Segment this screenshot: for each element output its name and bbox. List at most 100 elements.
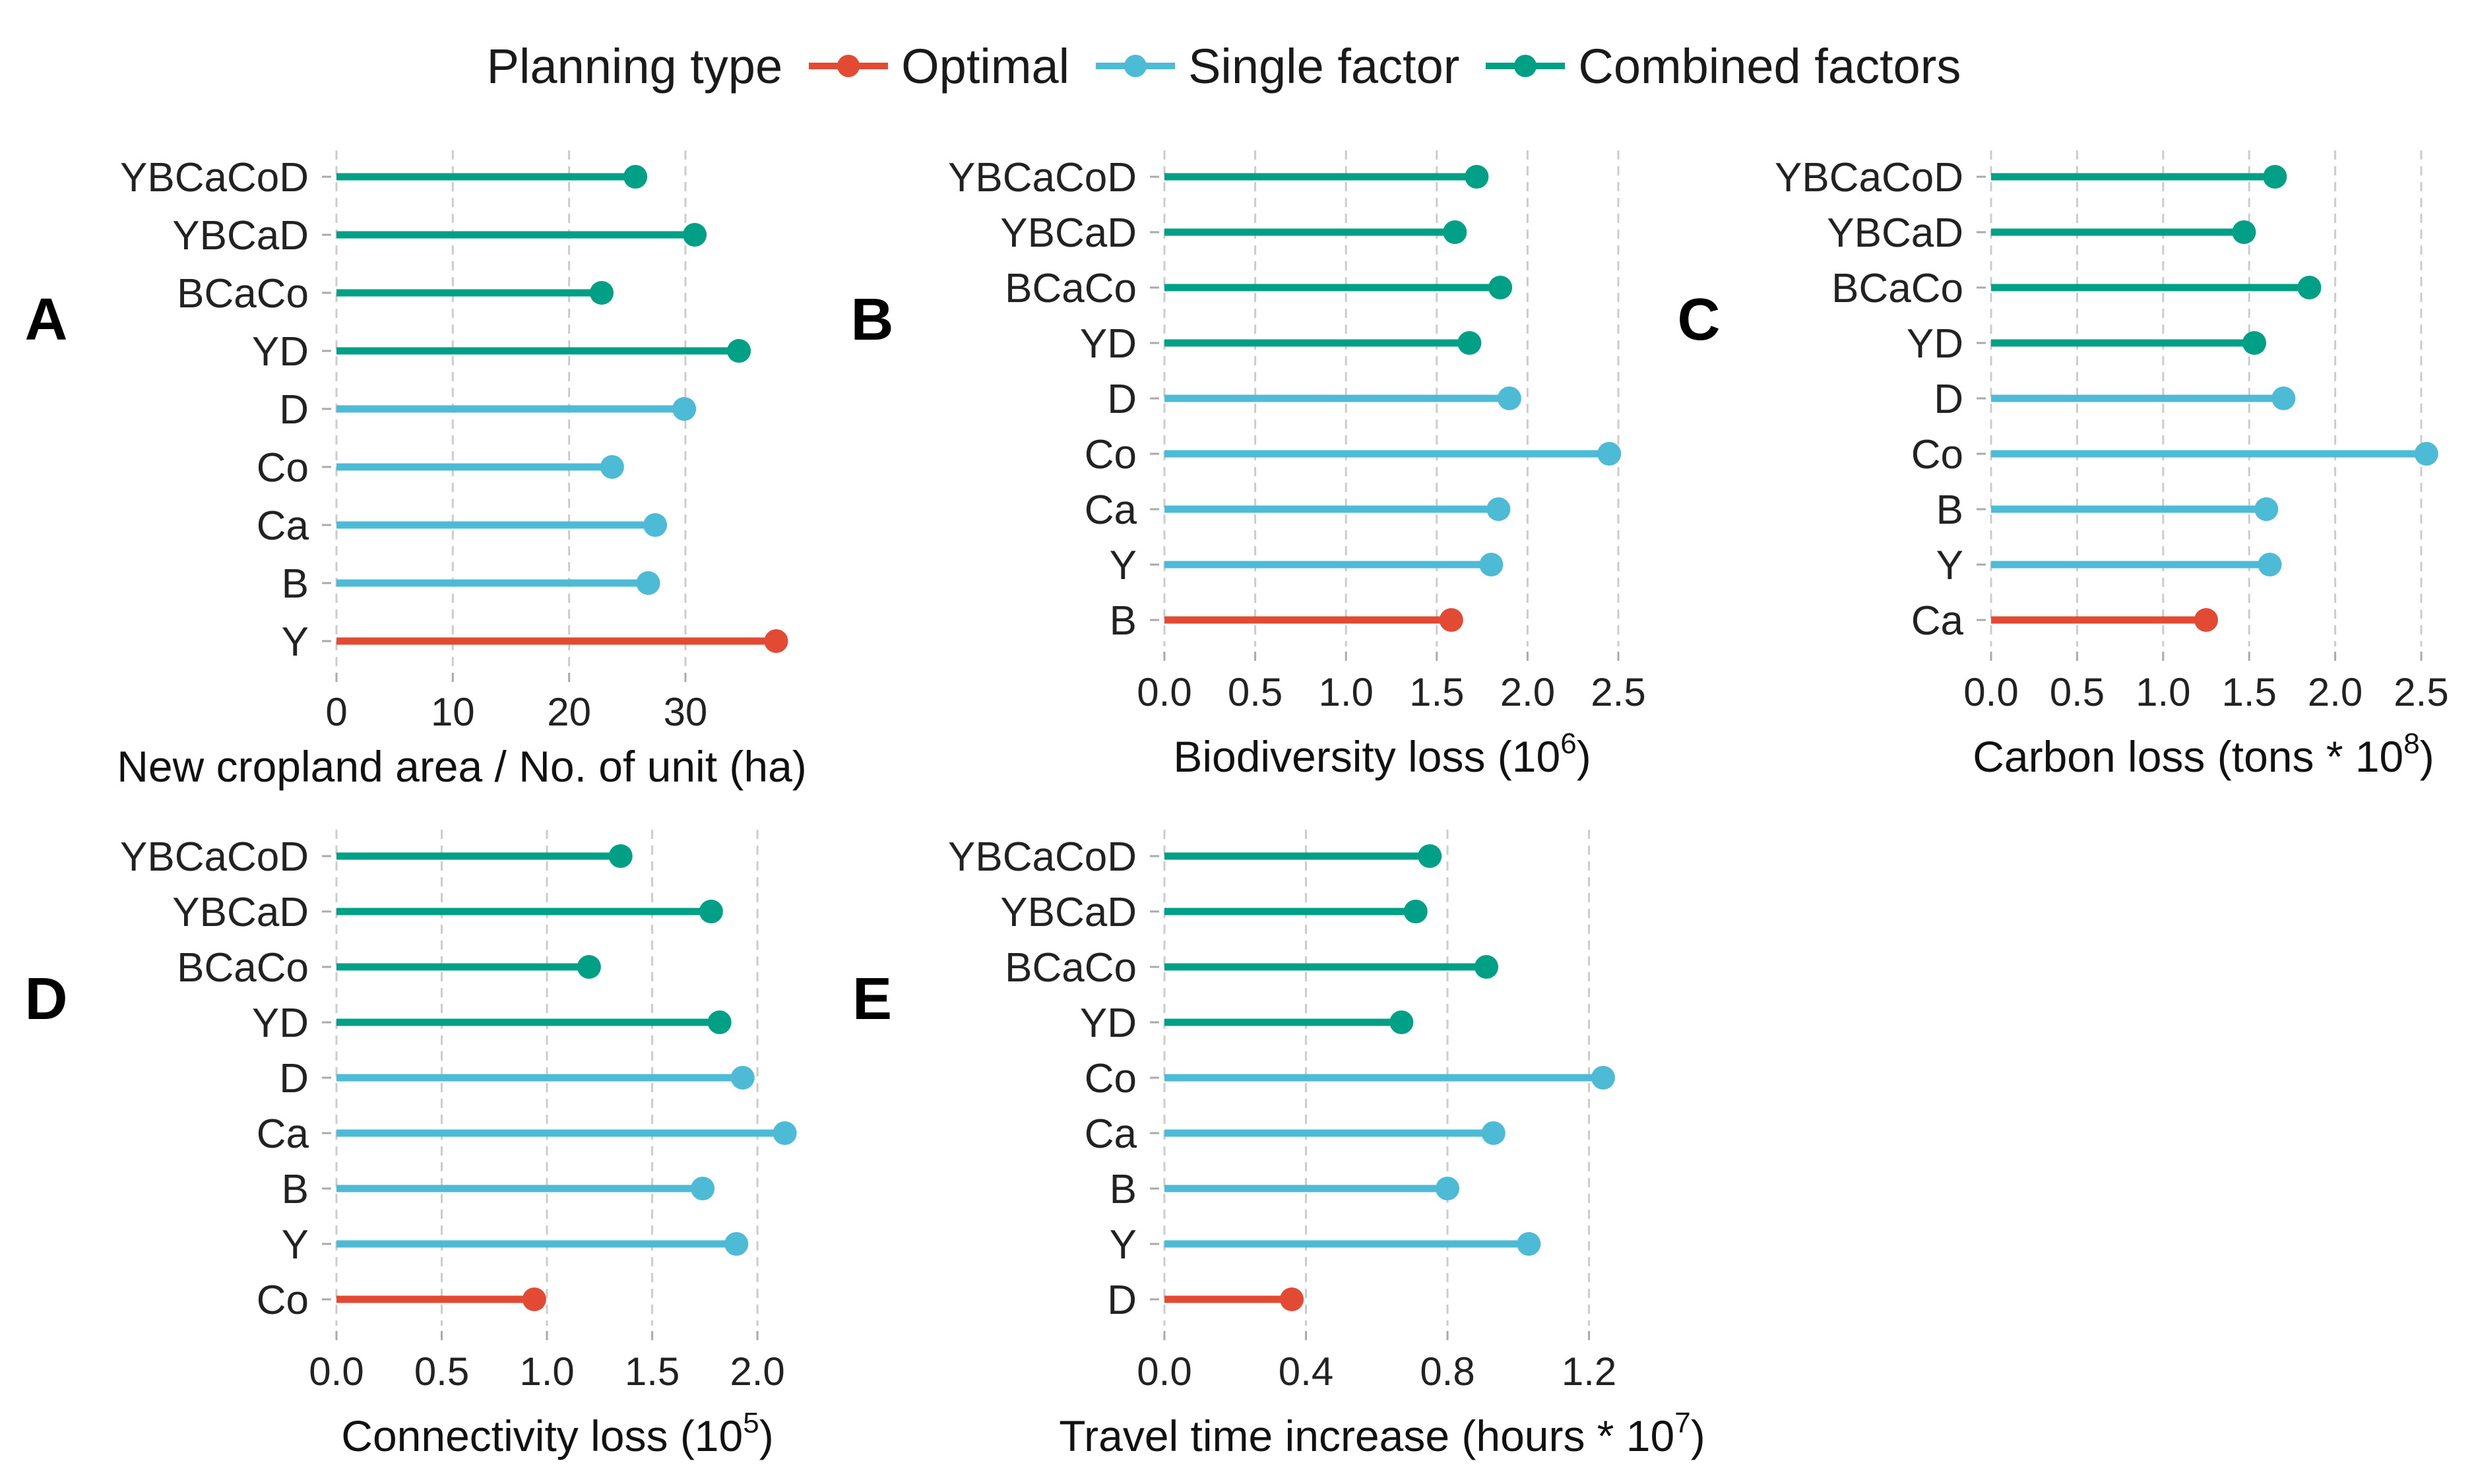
x-tick-label: 2.0 (2308, 670, 2363, 714)
y-tick-label: Ca (1085, 487, 1137, 533)
y-tick-label: Ca (257, 1111, 309, 1157)
x-axis-label: Travel time increase (hours * 107) (1059, 1407, 1705, 1460)
lollipop-point (1517, 1232, 1541, 1256)
x-axis-label: Carbon loss (tons * 108) (1973, 727, 2434, 781)
y-tick-label: YBCaCoD (120, 155, 309, 201)
y-tick-label: Ca (1911, 598, 1964, 644)
lollipop-point (764, 629, 788, 653)
x-tick-label: 2.0 (1500, 670, 1555, 714)
y-tick-label: Y (282, 619, 309, 665)
legend-key-optimal-icon (809, 55, 889, 77)
lollipop-point (1486, 497, 1511, 521)
y-tick-label: YBCaD (172, 213, 309, 259)
legend-label-single-factor: Single factor (1188, 38, 1460, 94)
x-tick-label: 0.4 (1279, 1349, 1333, 1394)
lollipop-point (577, 955, 601, 979)
y-tick-label: YD (1080, 1001, 1137, 1046)
lollipop-point (683, 223, 707, 247)
lollipop-point (1481, 1121, 1506, 1145)
y-tick-label: B (1110, 1167, 1137, 1212)
y-tick-label: D (279, 387, 309, 433)
y-tick-label: B (282, 1167, 309, 1212)
y-tick-label: BCaCo (177, 271, 309, 317)
y-tick-label: D (279, 1056, 309, 1101)
y-tick-label: YBCaD (1000, 210, 1137, 256)
x-tick-label: 20 (547, 690, 591, 734)
legend-item-combined-factors: Combined factors (1486, 38, 1961, 94)
lollipop-point (1497, 386, 1521, 410)
y-tick-label: Y (1936, 543, 1963, 588)
x-tick-label: 0.5 (1228, 670, 1283, 714)
y-tick-label: YD (1080, 321, 1137, 367)
lollipop-point (699, 900, 723, 923)
y-tick-label: B (1936, 487, 1963, 533)
lollipop-point (1436, 1177, 1460, 1200)
panel-letter: B (851, 287, 894, 353)
lollipop-point (1591, 1066, 1615, 1090)
y-tick-label: B (282, 561, 309, 607)
legend-label-optimal: Optimal (901, 38, 1070, 94)
lollipop-point (1488, 276, 1513, 299)
lollipop-point (1475, 955, 1499, 979)
x-tick-label: 0.8 (1420, 1349, 1475, 1394)
lollipop-point (1457, 331, 1482, 355)
x-tick-label: 1.5 (2221, 670, 2276, 714)
lollipop-point (2263, 165, 2287, 189)
lollipop-point (1280, 1287, 1304, 1311)
legend: Planning type Optimal Single factor Comb… (0, 26, 2474, 106)
legend-key-combined-factors-icon (1486, 55, 1566, 77)
panel-c: C YBCaCoD YBCaD BCaCo YD D Co BY Ca 0.0 0.5 1.0 1.5 2… (1678, 150, 2449, 781)
panel-d: D YBCaCoD YBCaD BCaCo YD D Ca BY Co0.0 0.5 1.0 1.5 2… (25, 830, 797, 1460)
lollipop-point (2258, 553, 2282, 576)
lollipop-point (1389, 1010, 1414, 1034)
x-tick-label: 10 (431, 690, 475, 734)
x-tick-label: 1.0 (1318, 670, 1373, 714)
y-tick-label: Y (1110, 543, 1137, 588)
y-tick-label: BCaCo (1005, 266, 1137, 311)
x-tick-label: 0.0 (1137, 1349, 1191, 1394)
y-tick-label: Ca (1085, 1111, 1137, 1157)
x-tick-label: 1.0 (519, 1349, 574, 1394)
panel-a: A YBCaCoD YBCaD BCaCo YD D Co Ca BY0 10 20 30 New cr… (25, 150, 807, 791)
x-tick-label: 2.0 (730, 1349, 784, 1394)
x-tick-label: 0.5 (414, 1349, 469, 1394)
lollipop-point (727, 339, 751, 363)
y-tick-label: Y (282, 1222, 309, 1268)
panel-letter: E (852, 966, 892, 1032)
lollipop-point (1403, 900, 1428, 923)
lollipop-point (2271, 386, 2296, 410)
y-tick-label: YBCaCoD (120, 834, 309, 880)
y-tick-label: YD (1907, 321, 1963, 367)
y-tick-label: Co (1911, 432, 1963, 478)
y-tick-label: YD (252, 1001, 309, 1046)
x-axis-label: New cropland area / No. of unit (ha) (117, 742, 807, 791)
lollipop-point (522, 1287, 546, 1311)
x-tick-label: 1.5 (625, 1349, 680, 1394)
panel-letter: D (25, 966, 68, 1032)
y-tick-label: YBCaD (1000, 890, 1137, 935)
lollipop-point (724, 1232, 749, 1256)
lollipop-point (1465, 165, 1489, 189)
lollipop-point (707, 1010, 732, 1034)
lollipop-point (2232, 220, 2256, 244)
y-tick-label: Co (1085, 432, 1137, 478)
panel-letter: C (1678, 287, 1721, 353)
legend-key-single-factor-icon (1096, 55, 1176, 77)
x-tick-label: 0.0 (309, 1349, 364, 1394)
y-tick-label: BCaCo (1831, 266, 1963, 311)
lollipop-point (623, 165, 648, 189)
legend-item-single-factor: Single factor (1096, 38, 1459, 94)
lollipop-point (1418, 844, 1442, 868)
x-tick-label: 2.5 (2394, 670, 2448, 714)
y-tick-label: Ca (257, 503, 309, 549)
lollipop-point (1439, 608, 1463, 632)
lollipop-point (730, 1066, 755, 1090)
y-tick-label: Co (257, 1278, 309, 1323)
lollipop-point (2254, 497, 2279, 521)
y-tick-label: Co (257, 445, 309, 491)
x-tick-label: 0.5 (2050, 670, 2105, 714)
y-tick-label: BCaCo (1005, 945, 1137, 991)
lollipop-point (2194, 608, 2218, 632)
